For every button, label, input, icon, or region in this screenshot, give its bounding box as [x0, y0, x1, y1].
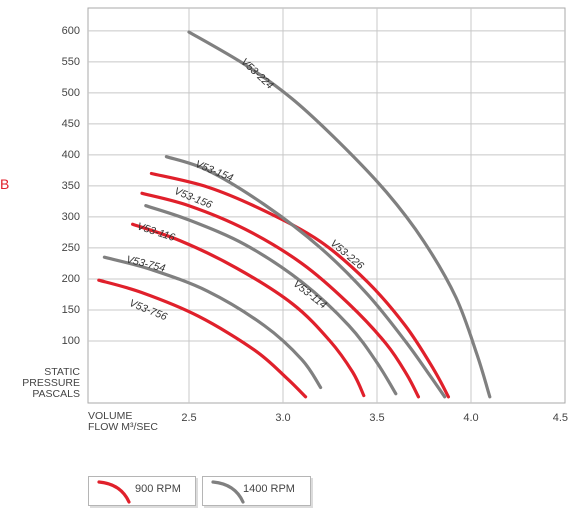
y-tick-label: 200: [62, 273, 80, 285]
x-tick-label: 4.5: [553, 412, 568, 424]
y-tick-label: 250: [62, 242, 80, 254]
legend-900-rpm: 900 RPM: [88, 476, 196, 506]
curve-v53-156: [140, 191, 420, 399]
curve-v53-226: [149, 171, 450, 399]
y-tick-label: 300: [62, 211, 80, 223]
tick-labels: 100 150 200 250 300 350 400 450 500 550 600 2.5 3.0 3…: [62, 25, 568, 424]
x-tick-label: 4.0: [463, 412, 478, 424]
x-axis-title-line: VOLUME: [88, 410, 132, 422]
legend-label: 1400 RPM: [243, 483, 295, 495]
y-axis-title-line: PASCALS: [32, 388, 80, 400]
curve-v53-754: [102, 255, 323, 390]
y-axis-title-line: STATIC: [44, 366, 80, 378]
y-tick-label: 450: [62, 118, 80, 130]
curve-v53-114: [144, 204, 398, 396]
grid-lines: [88, 8, 565, 403]
y-tick-label: 550: [62, 56, 80, 68]
curve-v53-224: [187, 30, 492, 399]
x-tick-label: 3.5: [369, 412, 384, 424]
x-axis-title-line: FLOW M³/SEC: [88, 421, 158, 433]
y-tick-label: 500: [62, 87, 80, 99]
curves: [97, 30, 492, 399]
curve-v53-154: [164, 155, 447, 399]
side-label: B: [0, 176, 10, 192]
y-tick-label: 600: [62, 25, 80, 37]
gray-curve-icon: [211, 480, 245, 504]
red-curve-icon: [97, 480, 131, 504]
legend-1400-rpm: 1400 RPM: [202, 476, 311, 506]
y-tick-label: 400: [62, 149, 80, 161]
x-tick-label: 3.0: [275, 412, 290, 424]
curve-v53-116: [131, 222, 366, 398]
y-tick-label: 350: [62, 180, 80, 192]
x-tick-label: 2.5: [181, 412, 196, 424]
curve-v53-756: [97, 278, 308, 399]
y-tick-label: 150: [62, 304, 80, 316]
y-tick-label: 100: [62, 335, 80, 347]
legend-label: 900 RPM: [135, 483, 181, 495]
y-axis-title-line: PRESSURE: [22, 377, 80, 389]
plot-area: [87, 7, 566, 404]
